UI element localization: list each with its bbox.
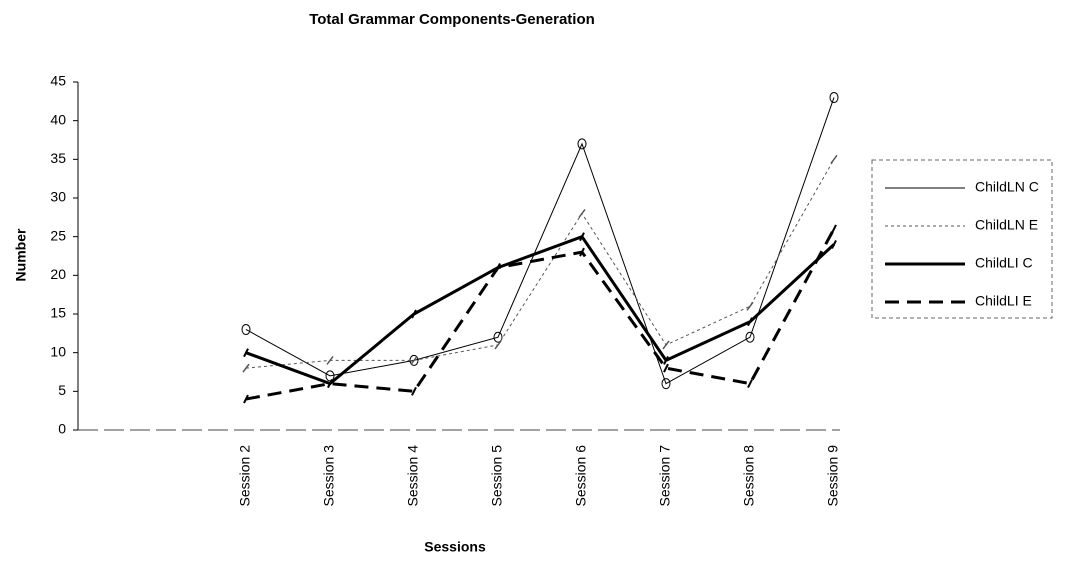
marker	[241, 323, 251, 335]
y-axis-title: Number	[13, 228, 29, 281]
marker	[831, 224, 837, 234]
marker	[663, 355, 669, 365]
marker	[411, 309, 417, 319]
marker	[578, 209, 586, 218]
marker	[326, 355, 334, 365]
y-tick-label: 35	[50, 150, 66, 166]
marker	[747, 317, 753, 327]
marker	[830, 154, 838, 164]
x-tick-label: Session 7	[657, 445, 673, 507]
x-tick-label: Session 8	[741, 445, 757, 507]
marker	[745, 331, 755, 343]
series-line	[245, 228, 836, 401]
legend-label: ChildLN C	[975, 179, 1039, 195]
marker	[243, 394, 249, 404]
x-axis-title: Sessions	[424, 539, 486, 555]
marker	[746, 301, 754, 311]
marker	[494, 340, 502, 350]
y-tick-label: 30	[50, 189, 66, 205]
marker	[661, 378, 671, 390]
marker	[411, 386, 417, 396]
x-tick-label: Session 4	[405, 445, 421, 507]
y-tick-label: 20	[50, 266, 66, 282]
marker	[829, 91, 839, 103]
legend-label: ChildLI C	[975, 255, 1033, 271]
y-tick-label: 40	[50, 111, 66, 127]
y-tick-label: 10	[50, 343, 66, 359]
legend-label: ChildLI E	[975, 293, 1032, 309]
series-line	[245, 97, 835, 385]
x-tick-label: Session 6	[573, 445, 589, 507]
y-tick-label: 25	[50, 227, 66, 243]
y-tick-label: 45	[50, 73, 66, 89]
x-tick-label: Session 9	[825, 445, 841, 507]
marker	[662, 340, 670, 350]
marker	[577, 138, 587, 150]
marker	[831, 239, 837, 249]
marker	[579, 247, 585, 257]
legend-box	[871, 159, 1053, 319]
marker	[663, 363, 669, 373]
marker	[493, 331, 503, 343]
y-tick-label: 0	[58, 421, 66, 437]
chart-title: Total Grammar Components-Generation	[309, 11, 595, 28]
marker	[242, 363, 250, 373]
marker	[243, 348, 249, 358]
marker	[747, 379, 753, 389]
series-line	[245, 234, 836, 386]
marker	[327, 379, 333, 389]
series-line	[245, 159, 835, 369]
legend-label: ChildLN E	[975, 217, 1038, 233]
y-tick-label: 5	[58, 382, 66, 398]
x-tick-label: Session 3	[321, 445, 337, 507]
x-tick-label: Session 2	[237, 445, 253, 507]
marker	[495, 263, 501, 273]
x-tick-label: Session 5	[489, 445, 505, 507]
marker	[579, 232, 585, 242]
marker	[325, 370, 335, 382]
y-tick-label: 15	[50, 305, 66, 321]
marker	[410, 355, 418, 365]
